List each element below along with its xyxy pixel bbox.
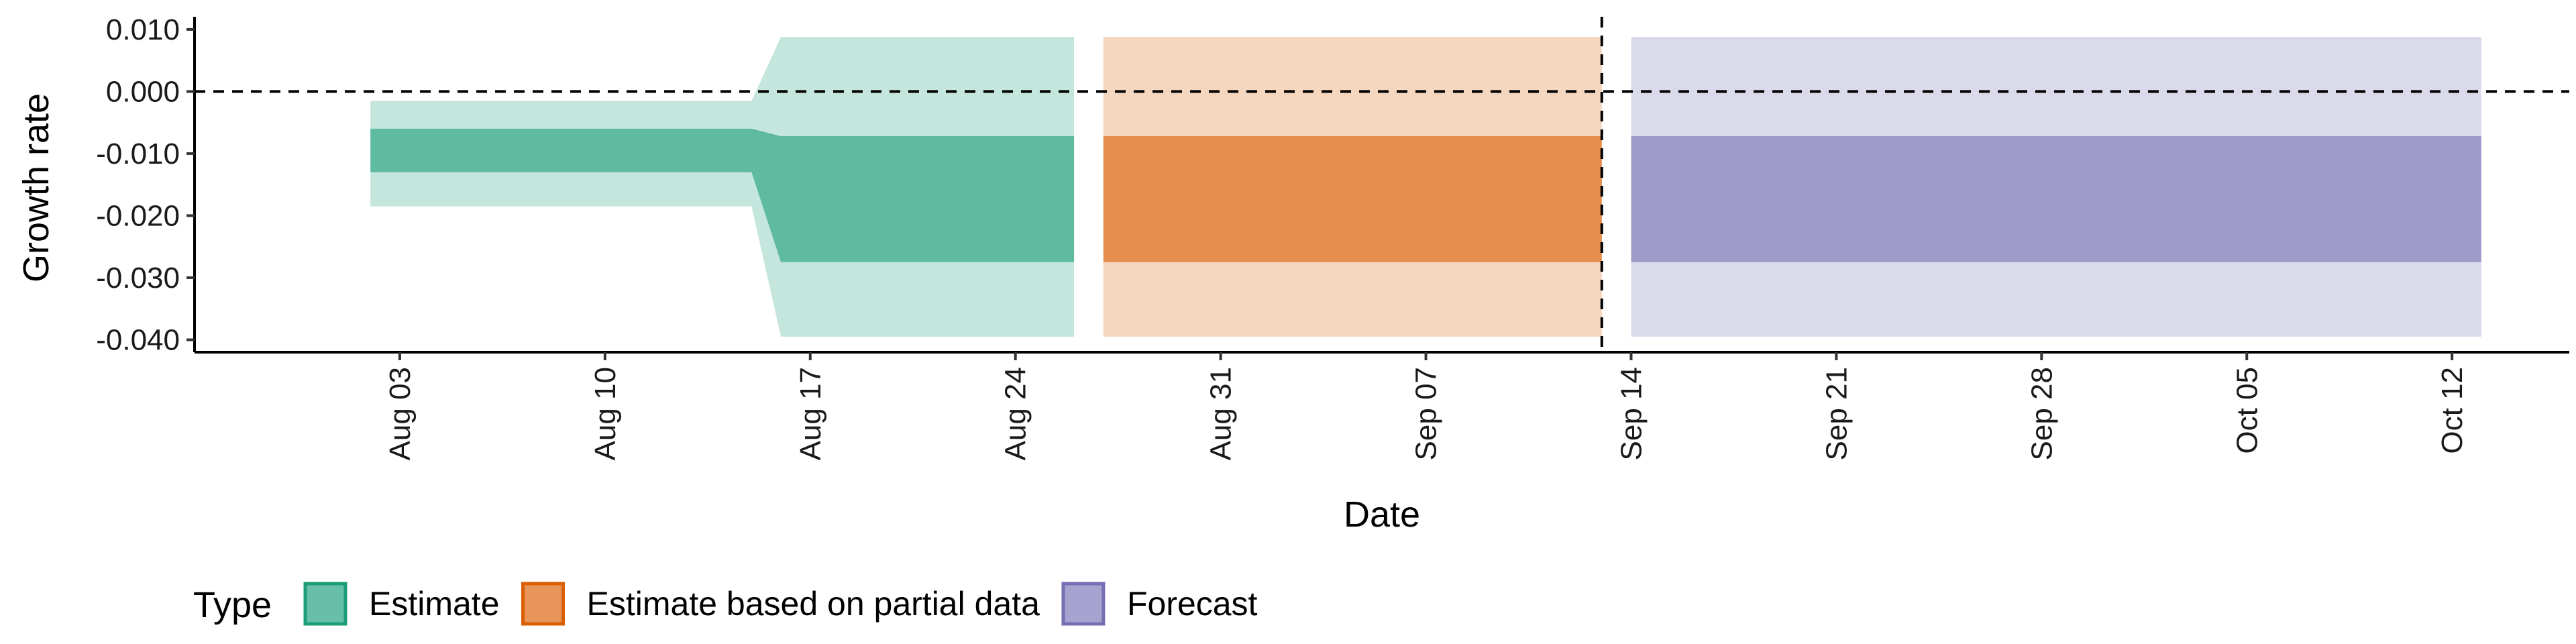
- y-axis-title: Growth rate: [16, 93, 56, 282]
- y-tick-label: 0.010: [106, 13, 180, 46]
- x-tick-label: Sep 14: [1615, 367, 1648, 460]
- x-axis-title: Date: [1344, 494, 1420, 535]
- x-tick-label: Oct 12: [2436, 367, 2469, 454]
- inner-band-estimate-based-on-partial-data: [1103, 136, 1602, 262]
- confidence-bands: [370, 37, 2481, 337]
- x-tick-label: Aug 24: [1000, 367, 1032, 460]
- y-tick-label: 0.000: [106, 75, 180, 108]
- x-axis-ticks: Aug 03 Aug 10 Aug 17 Aug 24 Aug 31 Sep 07 Sep …: [384, 352, 2469, 460]
- y-tick-label: -0.030: [96, 262, 180, 294]
- x-tick-label: Aug 03: [384, 367, 417, 460]
- x-tick-label: Aug 10: [589, 367, 622, 460]
- y-axis-ticks: 0.010 0.000 -0.010 -0.020 -0.030 -0.040: [96, 13, 195, 356]
- legend-key-forecast: [1061, 582, 1106, 626]
- x-tick-label: Aug 31: [1205, 367, 1238, 460]
- x-tick-label: Sep 21: [1820, 367, 1853, 460]
- legend-title: Type: [193, 585, 272, 625]
- legend-key-estimate: [303, 582, 347, 626]
- legend-label-estimate-based-on-partial-data: Estimate based on partial data: [587, 585, 1040, 623]
- inner-band-forecast: [1631, 136, 2481, 262]
- x-tick-label: Sep 28: [2025, 367, 2058, 460]
- legend-label-forecast: Forecast: [1127, 585, 1258, 623]
- legend: Type Estimate Estimate based on partial d…: [193, 582, 1258, 626]
- y-tick-label: -0.010: [96, 138, 180, 170]
- inner-band-estimate: [370, 128, 1075, 262]
- axes: [193, 17, 2569, 354]
- y-tick-label: -0.040: [96, 323, 180, 356]
- x-tick-label: Sep 07: [1410, 367, 1443, 460]
- reference-lines: [195, 17, 2569, 352]
- y-tick-label: -0.020: [96, 199, 180, 232]
- x-tick-label: Aug 17: [794, 367, 827, 460]
- x-tick-label: Oct 05: [2231, 367, 2263, 454]
- legend-key-estimate-based-on-partial-data: [521, 582, 566, 626]
- legend-label-estimate: Estimate: [369, 585, 500, 623]
